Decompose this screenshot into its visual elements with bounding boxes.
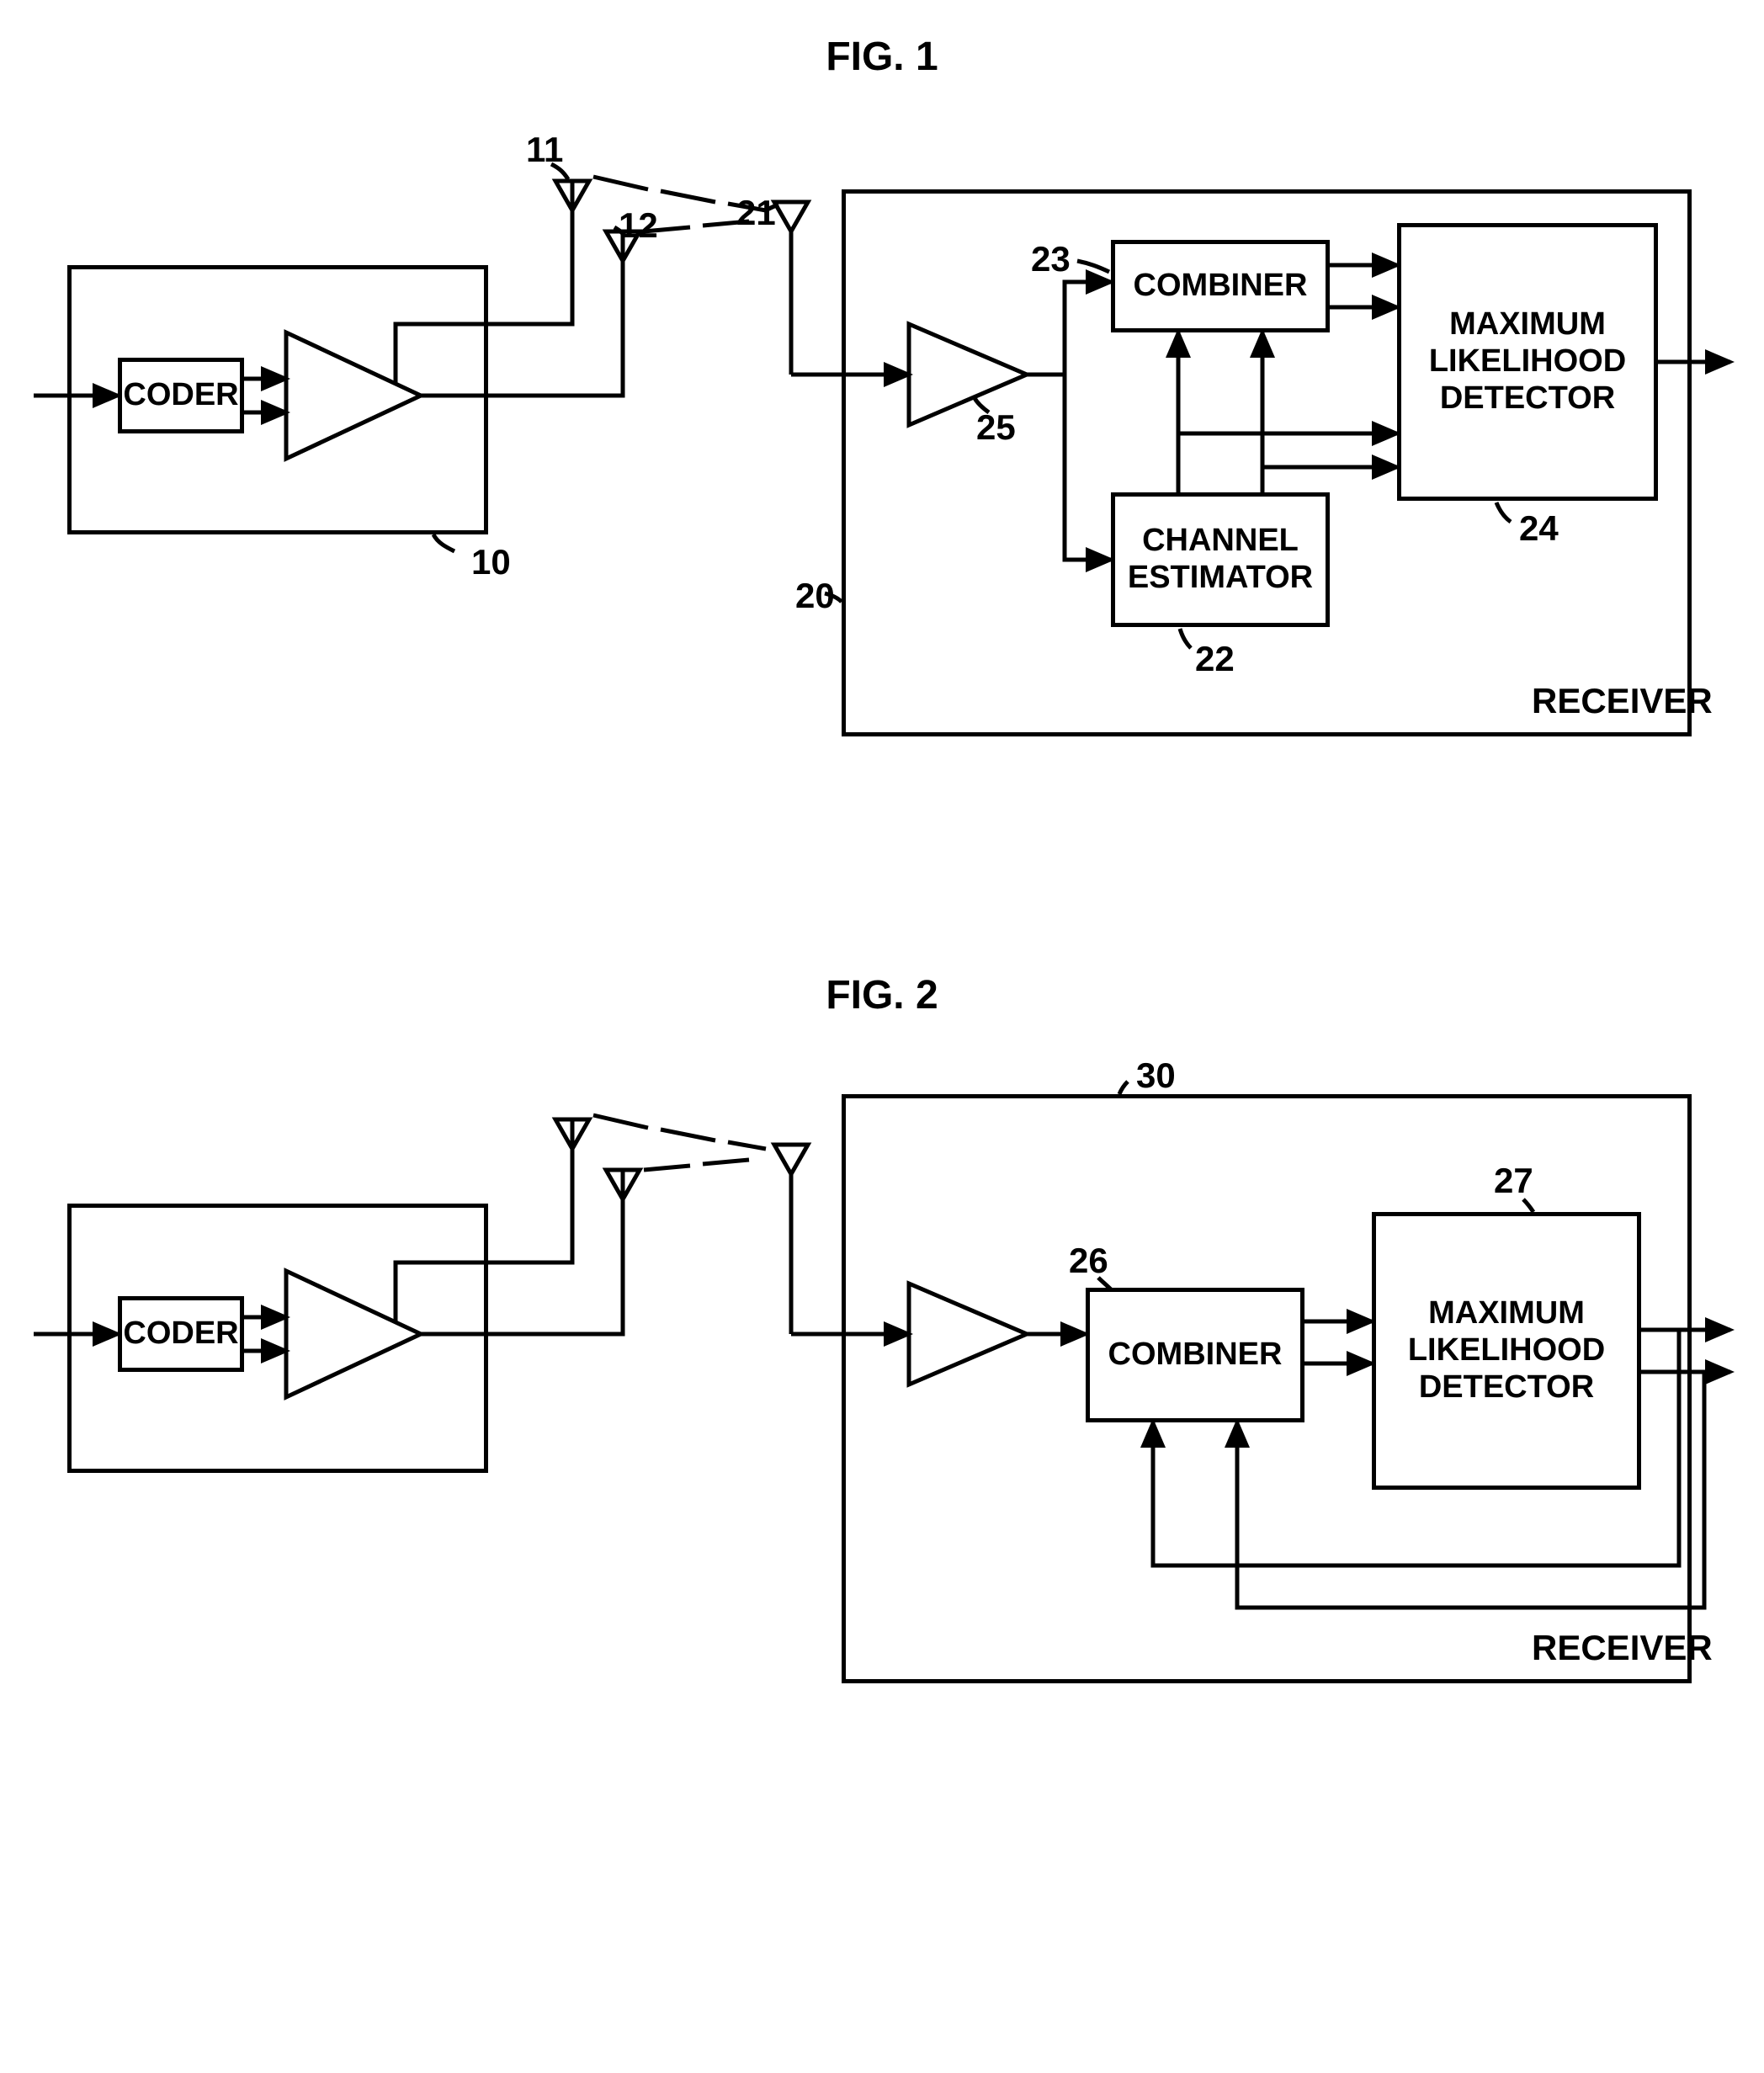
figure-2-canvas: CODER COMBINER MAXIMUM LIKELIHOOD DETECT… xyxy=(34,1069,1730,1725)
figure-2-svg xyxy=(34,1069,1730,1725)
figure-1-canvas: CODER COMBINER CHANNEL ESTIMATOR MAXIMUM… xyxy=(34,130,1730,804)
figure-1-svg xyxy=(34,130,1730,804)
figure-1: FIG. 1 CODER COMBINER CHANNEL ESTIMATOR … xyxy=(34,34,1730,804)
figure-1-title: FIG. 1 xyxy=(34,34,1730,80)
figure-2-title: FIG. 2 xyxy=(34,972,1730,1018)
figure-2: FIG. 2 CODER COMBINER MAXIMUM LIKELIHOOD… xyxy=(34,972,1730,1725)
